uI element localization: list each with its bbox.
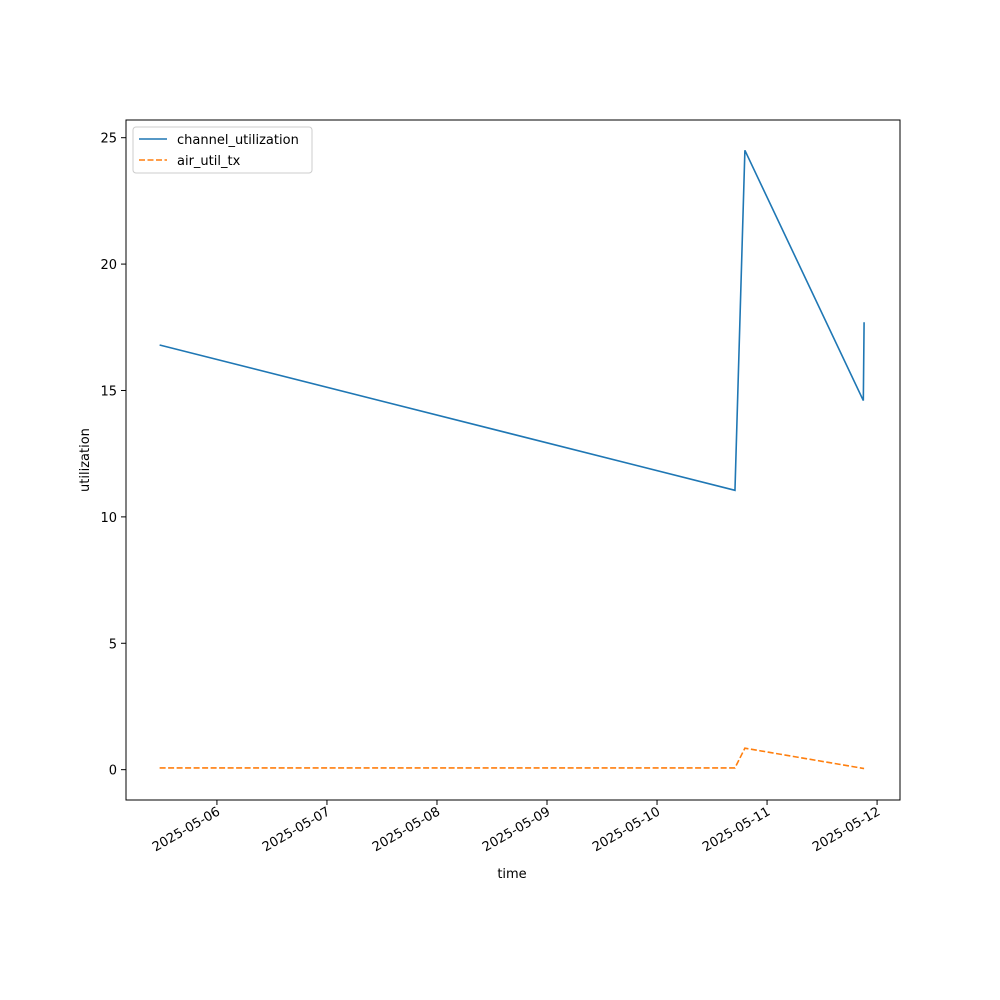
series-line <box>159 149 865 492</box>
legend-box <box>132 126 313 174</box>
x-tick-label: 2025-05-10 <box>590 804 663 855</box>
y-tick-label: 0 <box>109 764 117 779</box>
x-tick-label: 2025-05-06 <box>150 804 223 855</box>
x-tick-label: 2025-05-08 <box>370 804 443 855</box>
y-axis-label: utilization <box>78 428 93 492</box>
x-tick-label: 2025-05-12 <box>810 804 883 855</box>
y-tick-label: 20 <box>100 258 117 273</box>
x-tick-label: 2025-05-07 <box>260 804 333 855</box>
legend-label: channel_utilization <box>177 133 299 148</box>
x-tick-label: 2025-05-09 <box>480 804 553 855</box>
y-tick-label: 15 <box>100 384 117 399</box>
x-axis-label: time <box>497 867 526 882</box>
axes-frame <box>125 119 901 801</box>
y-tick-label: 5 <box>109 637 117 652</box>
x-tick-label: 2025-05-11 <box>700 804 773 855</box>
series-line <box>159 747 865 770</box>
y-tick-label: 25 <box>100 132 117 147</box>
legend-label: air_util_tx <box>177 154 241 169</box>
y-tick-label: 10 <box>100 511 117 526</box>
